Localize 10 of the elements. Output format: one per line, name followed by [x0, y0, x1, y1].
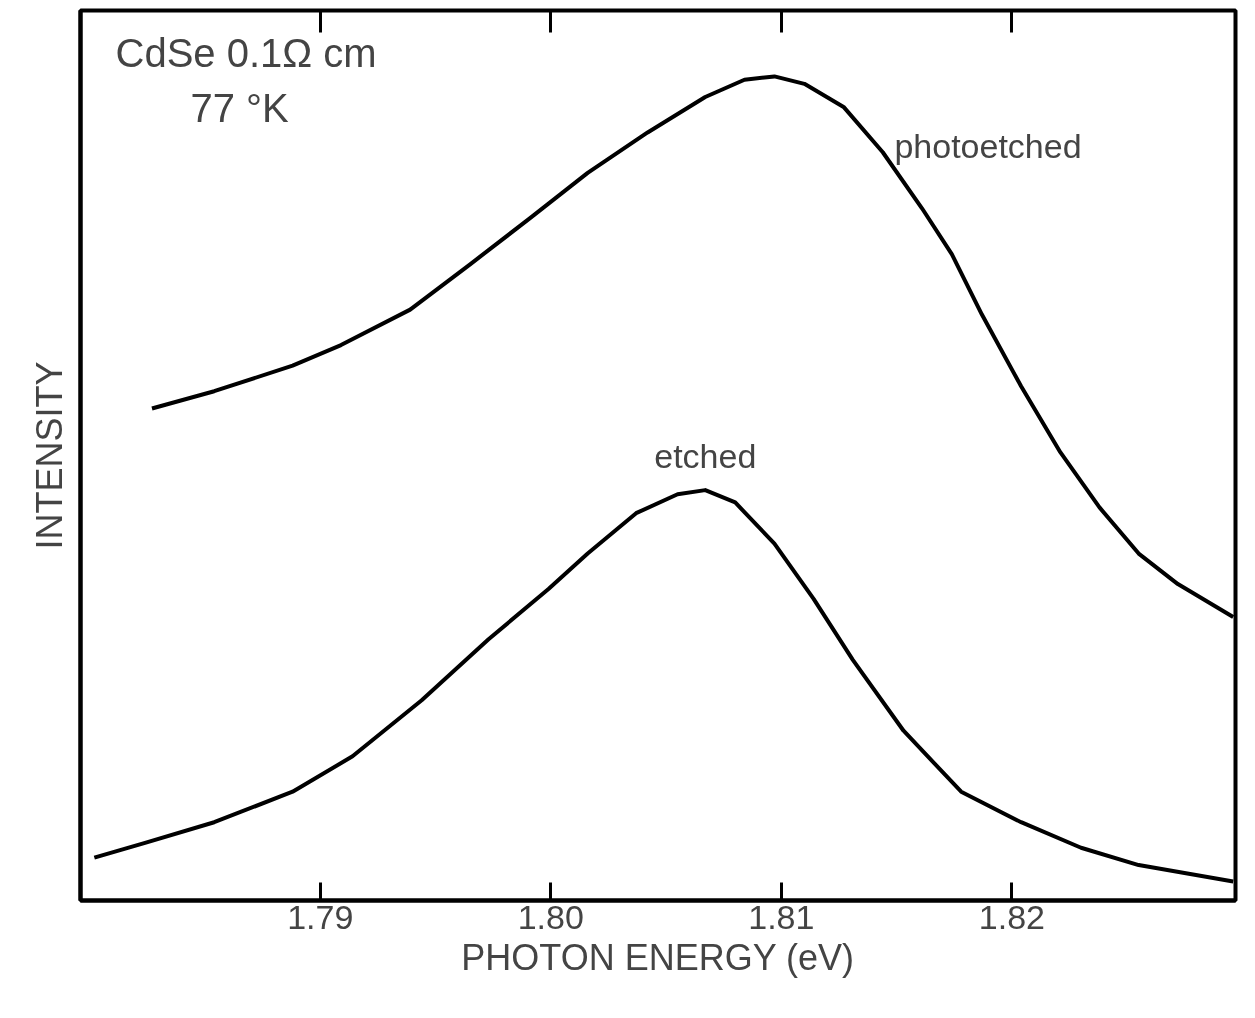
series-label: etched [654, 437, 757, 476]
series-label: photoetched [894, 127, 1082, 166]
x-tick-label: 1.82 [978, 897, 1045, 936]
x-axis-title: PHOTON ENERGY (eV) [461, 936, 855, 978]
text: CdSe 0.1Ω cm [115, 30, 377, 75]
y-axis-title: INTENSITY [28, 361, 70, 550]
x-tick-label: 1.79 [287, 897, 354, 936]
x-tick-label: 1.80 [517, 897, 584, 936]
annotation: 77 °K [190, 85, 290, 130]
x-tick-label: 1.81 [748, 897, 815, 936]
